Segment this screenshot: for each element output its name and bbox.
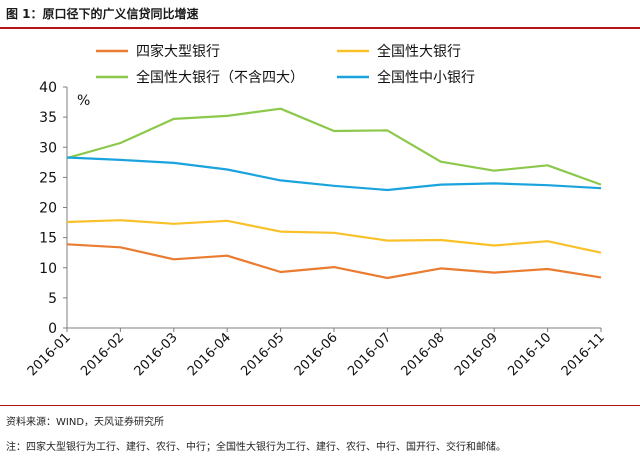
y-tick-label: 0 (48, 321, 57, 337)
x-tick-label: 2016-11 (559, 330, 608, 379)
series-lines (66, 107, 602, 280)
legend-label: 四家大型银行 (136, 43, 220, 60)
x-tick-label: 2016-09 (452, 330, 501, 379)
y-tick-label: 35 (39, 110, 57, 126)
x-tick-label: 2016-08 (399, 330, 448, 379)
title-rule (0, 27, 640, 29)
x-tick-label: 2016-03 (132, 330, 181, 379)
note-text: 注：四家大型银行为工行、建行、农行、中行；全国性大银行为工行、建行、农行、中行、… (6, 442, 506, 453)
x-tick-label: 2016-05 (238, 330, 287, 379)
series-line-1 (66, 243, 602, 280)
y-tick-label: 40 (39, 80, 57, 96)
y-tick-label: 15 (39, 231, 57, 247)
footer-rule (0, 405, 640, 406)
y-tick-label: 20 (39, 201, 57, 217)
series-line-3 (66, 107, 602, 186)
y-tick-label: 5 (48, 291, 57, 307)
series-line-2 (66, 219, 602, 254)
x-tick-label: 2016-07 (345, 330, 394, 379)
legend-label: 全国性大银行（不含四大） (136, 69, 304, 86)
legend-label: 全国性大银行 (377, 43, 461, 60)
x-tick-label: 2016-02 (78, 330, 127, 379)
y-axis-unit-label: % (77, 93, 90, 109)
figure-title: 图 1：原口径下的广义信贷同比增速 (6, 7, 199, 21)
y-tick-label: 25 (39, 170, 57, 186)
series-line-4 (66, 156, 602, 192)
x-tick-label: 2016-06 (292, 330, 341, 379)
source-text: 资料来源：WIND，天风证券研究所 (6, 417, 165, 428)
y-tick-label: 10 (39, 261, 57, 277)
legend-label: 全国性中小银行 (377, 69, 475, 86)
x-tick-label: 2016-10 (505, 330, 554, 379)
y-tick-label: 30 (39, 140, 57, 156)
x-tick-label: 2016-04 (185, 330, 234, 379)
x-tick-label: 2016-01 (25, 330, 74, 379)
